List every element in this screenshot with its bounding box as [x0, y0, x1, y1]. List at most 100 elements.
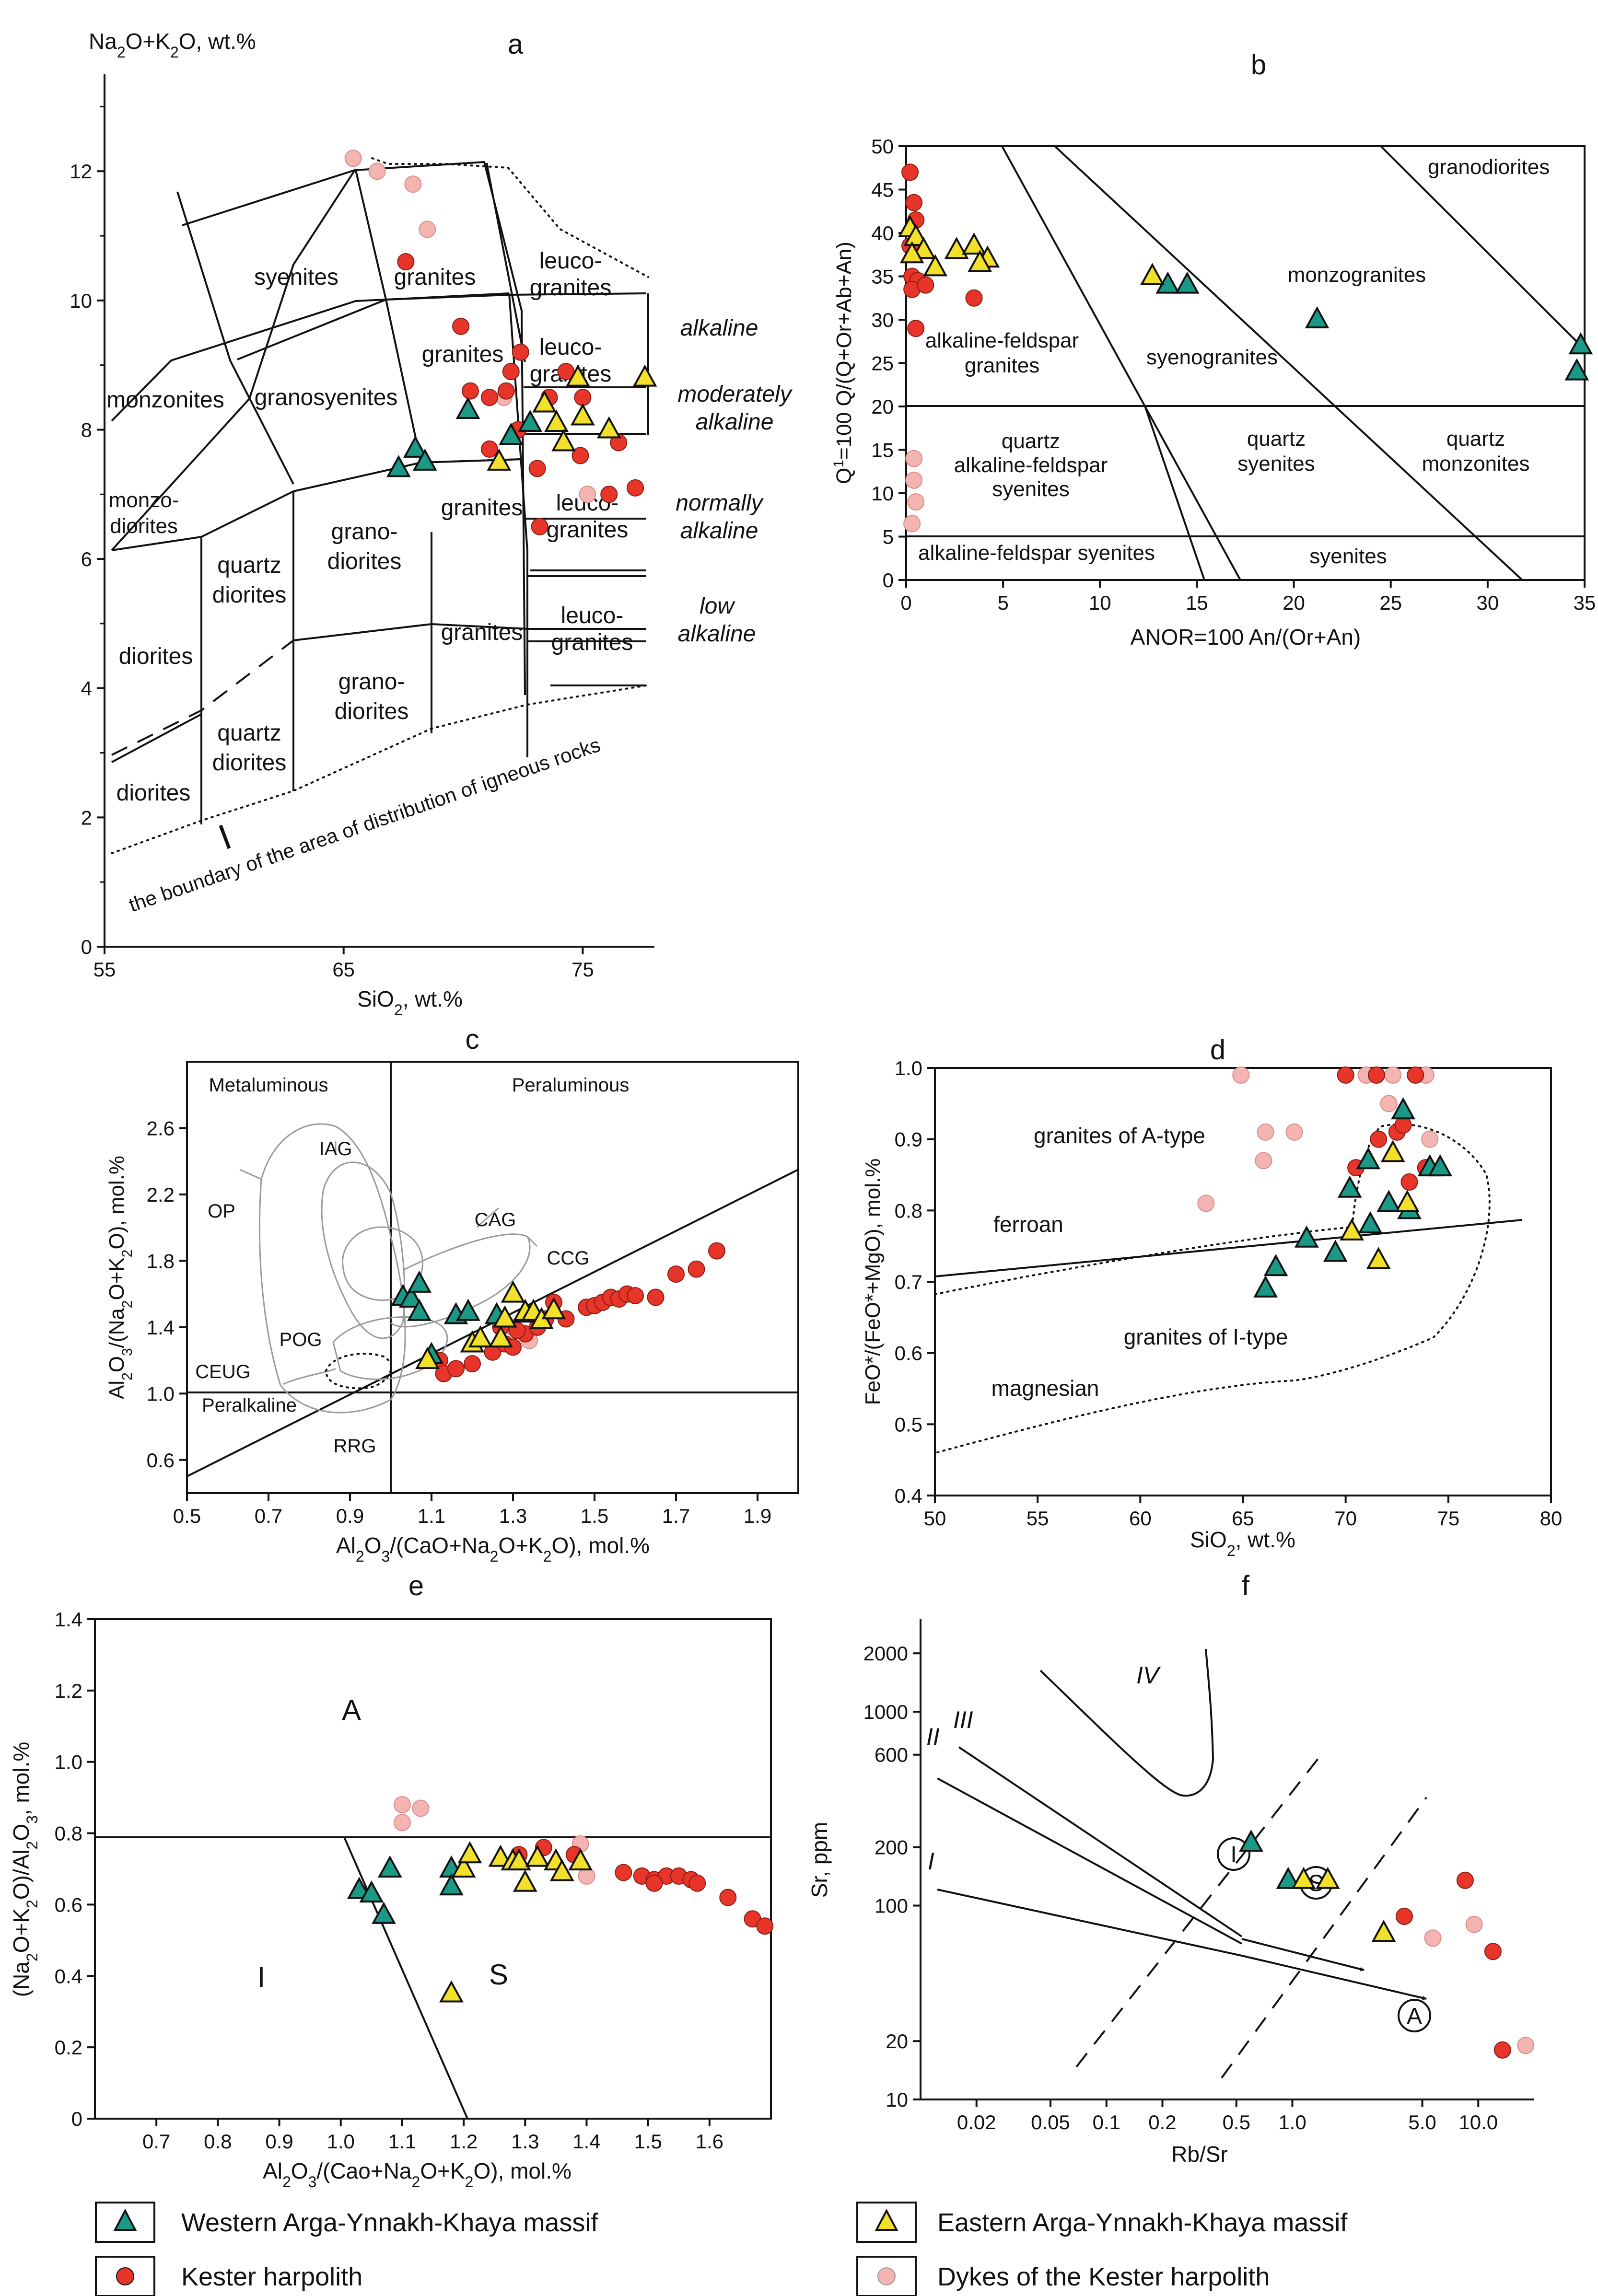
kester-point [647, 1288, 665, 1306]
panel-e-label-i: I [257, 1961, 266, 1993]
y-tick-label: 40 [871, 222, 894, 244]
legend-western-box [95, 2202, 155, 2243]
kester-point [574, 389, 592, 406]
legend-kester-label: Kester harpolith [181, 2262, 362, 2291]
panel-c-label-ccg: CCG [547, 1248, 590, 1269]
panel-a-label-granites-mid: granites [422, 342, 504, 367]
western-point [1428, 1154, 1453, 1177]
panel-d-title: d [1210, 1034, 1225, 1066]
panel-a-label-granodiorites-up: grano-diorites [327, 519, 402, 574]
y-tick-label: 2.2 [147, 1183, 175, 1206]
western-point [359, 1880, 384, 1903]
dykes-point [393, 1796, 411, 1814]
y-tick-label: 200 [875, 1836, 908, 1859]
panel-c-label-peralkaline: Peralkaline [202, 1395, 297, 1416]
x-tick-label: 1.9 [744, 1505, 771, 1527]
eastern-point [596, 416, 621, 439]
eastern-point [566, 364, 590, 387]
kester-point [447, 1360, 465, 1378]
kester-point [600, 486, 618, 503]
panel-f-ylabel: Sr, ppm [807, 1822, 832, 1898]
x-tick-label: 15 [1186, 591, 1208, 614]
panel-f-points [1239, 1830, 1535, 2059]
panel-c-label-pog: POG [280, 1329, 322, 1350]
x-tick-label: 0.9 [336, 1505, 364, 1527]
western-point [1356, 1147, 1381, 1170]
kester-point [531, 518, 548, 535]
x-tick-label: 1.2 [450, 2130, 478, 2153]
eastern-point [513, 1869, 537, 1892]
panel-f-field-labels: I II III IV [926, 1662, 1161, 1875]
panel-c-label-peraluminous: Peraluminous [512, 1075, 630, 1096]
panel-b-label-syenites: syenites [1309, 545, 1387, 568]
panel-c-ticks: 0.5 0.7 0.9 1.1 1.3 1.5 1.7 1.9 0.6 1.0 1.4 1.8 2.2 2… [147, 1117, 772, 1527]
dykes-point [368, 162, 386, 180]
y-tick-label: 1000 [863, 1701, 908, 1723]
western-point [386, 455, 411, 477]
kester-point [965, 289, 983, 307]
x-tick-label: 0.5 [173, 1505, 201, 1527]
y-tick-label: 45 [871, 179, 894, 201]
panel-f-ticks: 0.02 0.05 0.1 0.2 0.5 1.0 5.0 10.0 10 20 100 200 600… [863, 1642, 1498, 2134]
y-tick-label: 10 [871, 482, 894, 505]
panel-a-ylabel: Na2O+K2O, wt.% [89, 29, 256, 61]
eastern-point [541, 1297, 566, 1320]
panel-f-circle-i: I [1230, 1842, 1236, 1867]
kester-point [901, 163, 919, 181]
panel-a-label-leuco-low1: leuco-granites [547, 490, 629, 543]
x-tick-label: 35 [1574, 591, 1596, 614]
x-tick-label: 1.1 [388, 2130, 416, 2153]
eastern-point [632, 364, 657, 387]
panel-a-label-normally-alkaline: normally alkaline [676, 490, 764, 544]
panel-a-label-quartz-diorites-low: quartz diorites [212, 720, 287, 776]
panel-b-label-syenogranites: syenogranites [1146, 346, 1278, 369]
panel-c-label-ceug: CEUG [195, 1361, 251, 1382]
x-tick-label: 1.6 [696, 2130, 723, 2153]
western-point [1568, 332, 1593, 355]
panel-d-label-magnesian: magnesian [991, 1376, 1099, 1401]
eastern-point [451, 1855, 476, 1878]
kester-point [627, 479, 644, 497]
y-tick-label: 1.2 [55, 1680, 82, 1702]
eastern-point [944, 237, 969, 259]
x-tick-label: 0.02 [957, 2111, 996, 2134]
kester-point [464, 1355, 481, 1372]
x-tick-label: 80 [1540, 1507, 1563, 1530]
western-point [1263, 1254, 1288, 1276]
western-point [403, 435, 428, 458]
y-tick-label: 10 [70, 290, 92, 312]
eastern-point [1140, 263, 1165, 285]
kester-point [452, 317, 470, 335]
x-tick-label: 0.7 [255, 1505, 282, 1527]
y-tick-label: 2000 [863, 1642, 908, 1665]
x-tick-label: 0.05 [1031, 2111, 1070, 2134]
x-tick-label: 1.1 [418, 1505, 445, 1527]
x-tick-label: 0.2 [1148, 2111, 1176, 2134]
y-tick-label: 0.9 [895, 1128, 922, 1151]
x-tick-label: 60 [1129, 1507, 1152, 1530]
y-tick-label: 0.2 [55, 2036, 82, 2059]
kester-point [572, 447, 589, 464]
panel-b-label-granodiorites: granodiorites [1428, 155, 1550, 179]
x-tick-label: 0.5 [1223, 2111, 1250, 2134]
panel-b-ticks: 0 5 10 15 20 25 30 35 0 5 10 15 20 25 30 35 40 45 50 [871, 135, 1596, 614]
x-tick-label: 1.5 [581, 1505, 608, 1527]
eastern-point [492, 1305, 517, 1328]
panel-a-xlabel: SiO2, wt.% [357, 986, 463, 1019]
legend-kester-marker [116, 2267, 134, 2285]
x-tick-label: 1.0 [327, 2130, 355, 2153]
dykes-point [419, 220, 436, 238]
panel-a-title: a [508, 29, 524, 60]
eastern-point [1380, 1140, 1405, 1162]
eastern-point [568, 1848, 593, 1871]
panel-e-field-labels: A I S [257, 1694, 508, 1993]
kester-point [905, 194, 923, 211]
y-tick-label: 0.8 [55, 1822, 82, 1845]
y-tick-label: 4 [81, 677, 92, 700]
panel-a: a Na2O+K2O, wt.% 55 65 75 0 2 4 6 8 10 12 SiO2, w… [70, 29, 793, 1019]
panel-f-circle-a: A [1407, 2004, 1422, 2029]
eastern-point [962, 232, 986, 255]
western-point [1276, 1867, 1301, 1889]
western-point [1376, 1190, 1401, 1212]
panel-a-label-mod-alkaline: moderately alkaline [677, 382, 793, 435]
